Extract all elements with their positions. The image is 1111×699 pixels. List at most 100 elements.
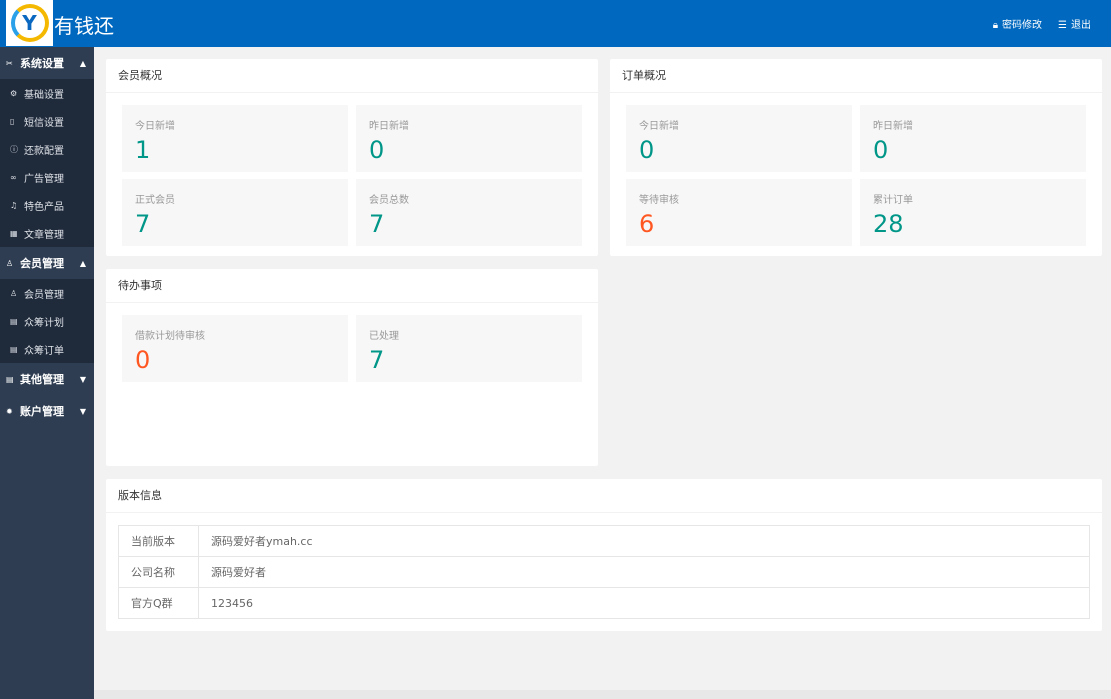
group-label: 账户管理 [20,405,64,418]
item-label: 短信设置 [24,117,64,129]
stat-yesterday-new: 昨日新增 0 [860,105,1086,172]
stat-value: 0 [369,136,385,164]
member-overview-card: 会员概况 今日新增 1 昨日新增 0 正式会员 7 会员总数 7 [106,59,598,256]
phone-icon: ▯ [10,116,15,126]
version-table: 当前版本 源码爱好者ymah.cc 公司名称 源码爱好者 官方Q群 123456 [118,525,1090,619]
stat-loan-pending: 借款计划待审核 0 [122,315,348,382]
change-password-link[interactable]: 🔒︎ 密码修改 [993,16,1042,31]
card-title: 订单概况 [610,59,1102,93]
gear-icon: ✹ [6,406,13,416]
user-icon: ♙ [10,288,18,298]
stat-value: 28 [873,210,904,238]
item-label: 特色产品 [24,201,64,213]
group-label: 其他管理 [20,373,64,386]
brand-title: 有钱还 [54,14,114,38]
row-value: 源码爱好者ymah.cc [198,525,1090,557]
stat-yesterday-new: 昨日新增 0 [356,105,582,172]
logo: Y [6,0,53,46]
gear-icon: ⚙ [10,88,18,98]
order-overview-card: 订单概况 今日新增 0 昨日新增 0 等待审核 6 累计订单 28 [610,59,1102,256]
stat-label: 今日新增 [135,121,175,132]
item-label: 众筹计划 [24,317,64,329]
header: Y 有钱还 🔒︎ 密码修改 ☰ 退出 [0,0,1111,47]
todo-card: 待办事项 借款计划待审核 0 已处理 7 [106,269,598,466]
stat-value: 7 [135,210,151,238]
group-label: 系统设置 [20,57,64,70]
stat-today-new: 今日新增 0 [626,105,852,172]
item-label: 文章管理 [24,229,64,241]
stat-value: 7 [369,346,385,374]
stat-value: 0 [639,136,655,164]
sidebar-item-basic[interactable]: ⚙ 基础设置 [0,79,94,107]
stat-label: 等待审核 [639,195,679,206]
stat-label: 已处理 [369,331,399,342]
caret-down-icon: ▼ [79,406,86,416]
item-label: 还款配置 [24,145,64,157]
stat-formal-members: 正式会员 7 [122,179,348,246]
sidebar-item-crowd-plan[interactable]: ▤ 众筹计划 [0,307,94,335]
logout-link[interactable]: ☰ 退出 [1058,16,1091,31]
row-key: 公司名称 [118,556,199,588]
stat-label: 正式会员 [135,195,175,206]
stat-processed: 已处理 7 [356,315,582,382]
table-row: 官方Q群 123456 [118,587,1090,619]
stat-label: 昨日新增 [873,121,913,132]
row-key: 当前版本 [118,525,199,557]
stat-today-new: 今日新增 1 [122,105,348,172]
stat-label: 累计订单 [873,195,913,206]
item-label: 广告管理 [24,173,64,185]
tools-icon: ✂ [6,58,13,68]
sidebar-item-sms[interactable]: ▯ 短信设置 [0,107,94,135]
item-label: 基础设置 [24,89,64,101]
file-icon: ▤ [6,374,14,384]
stat-value: 7 [369,210,385,238]
item-label: 众筹订单 [24,345,64,357]
sidebar-item-ads[interactable]: ∞ 广告管理 [0,163,94,191]
card-title: 会员概况 [106,59,598,93]
sidebar-item-articles[interactable]: ▦ 文章管理 [0,219,94,247]
bell-icon: ♫ [10,200,18,210]
stat-total-orders: 累计订单 28 [860,179,1086,246]
stat-label: 昨日新增 [369,121,409,132]
logo-icon: Y [10,4,49,42]
group-label: 会员管理 [20,257,64,270]
sidebar-item-products[interactable]: ♫ 特色产品 [0,191,94,219]
stat-label: 会员总数 [369,195,409,206]
menu-icon: ☰ [1058,20,1067,31]
sidebar-item-repay[interactable]: ⓘ 还款配置 [0,135,94,163]
card-title: 待办事项 [106,269,598,303]
sidebar-group-account[interactable]: ✹ 账户管理 ▼ [0,395,94,427]
sidebar: ✂ 系统设置 ▲ ⚙ 基础设置 ▯ 短信设置 ⓘ 还款配置 ∞ 广告管理 ♫ 特色产品 ▦ 文章… [0,47,94,699]
lock-icon: 🔒︎ [992,20,999,31]
info-icon: ⓘ [10,144,18,154]
stat-label: 今日新增 [639,121,679,132]
sidebar-item-member-manage[interactable]: ♙ 会员管理 [0,279,94,307]
row-key: 官方Q群 [118,587,199,619]
stat-total-members: 会员总数 7 [356,179,582,246]
apps-icon: ▤ [10,344,18,354]
grid-icon: ▦ [10,228,18,238]
caret-up-icon: ▲ [79,258,86,268]
row-value: 源码爱好者 [198,556,1090,588]
stat-label: 借款计划待审核 [135,331,205,342]
user-icon: ♙ [6,258,14,268]
apps-icon: ▤ [10,316,18,326]
footer [94,690,1111,699]
card-title: 版本信息 [106,479,1102,513]
table-row: 当前版本 源码爱好者ymah.cc [118,525,1090,557]
logout-label: 退出 [1071,20,1091,31]
row-value: 123456 [198,587,1090,619]
caret-down-icon: ▼ [79,374,86,384]
stat-value: 6 [639,210,655,238]
stat-value: 0 [873,136,889,164]
stat-value: 0 [135,346,151,374]
version-card: 版本信息 当前版本 源码爱好者ymah.cc 公司名称 源码爱好者 官方Q群 1234… [106,479,1102,631]
stat-pending-review: 等待审核 6 [626,179,852,246]
sidebar-item-crowd-order[interactable]: ▤ 众筹订单 [0,335,94,363]
sidebar-group-system[interactable]: ✂ 系统设置 ▲ [0,47,94,79]
item-label: 会员管理 [24,289,64,301]
caret-up-icon: ▲ [79,58,86,68]
sidebar-group-other[interactable]: ▤ 其他管理 ▼ [0,363,94,395]
sidebar-group-members[interactable]: ♙ 会员管理 ▲ [0,247,94,279]
table-row: 公司名称 源码爱好者 [118,556,1090,588]
